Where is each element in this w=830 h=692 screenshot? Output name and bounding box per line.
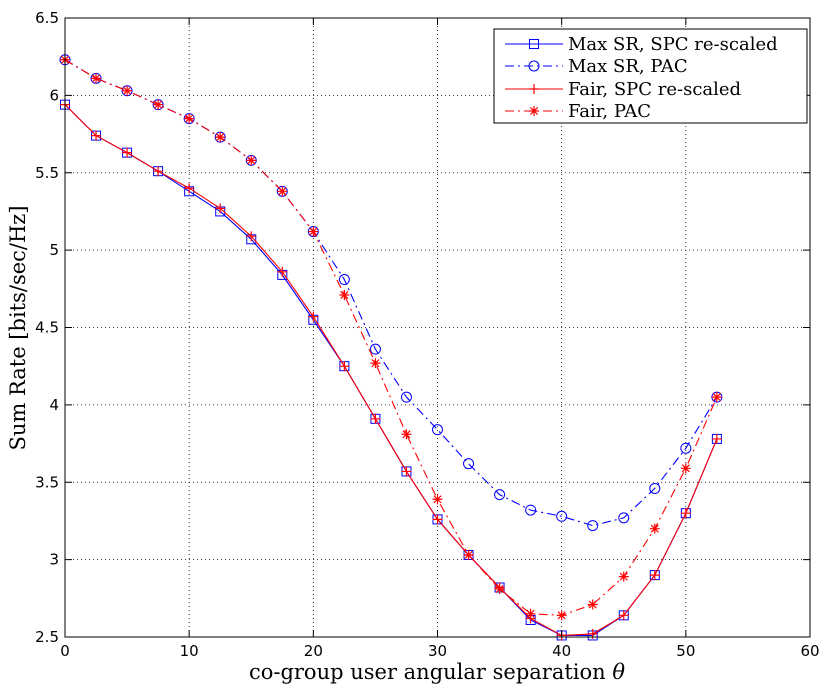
square-marker <box>529 39 539 49</box>
plus-marker <box>184 183 195 194</box>
asterisk-marker <box>215 132 226 143</box>
asterisk-marker <box>122 85 133 96</box>
asterisk-marker <box>618 571 629 582</box>
circle-marker <box>680 442 692 454</box>
legend-label: Max SR, SPC re-scaled <box>568 34 778 55</box>
circle-marker <box>400 391 412 403</box>
legend-label: Fair, SPC re-scaled <box>568 79 741 100</box>
series-layer <box>59 54 723 641</box>
plus-marker <box>529 84 539 94</box>
y-tick-label: 4 <box>49 396 59 414</box>
y-tick-label: 6.5 <box>35 9 59 27</box>
circle-marker <box>494 489 506 501</box>
plus-marker <box>339 361 350 372</box>
ticks <box>64 17 811 638</box>
plus-marker <box>308 311 319 322</box>
y-tick-label: 2.5 <box>35 628 59 646</box>
x-tick-label: 40 <box>552 642 571 660</box>
circle-marker <box>556 510 568 522</box>
y-tick-label: 5 <box>49 241 59 259</box>
y-tick-label: 4.5 <box>35 319 59 337</box>
y-tick-label: 5.5 <box>35 164 59 182</box>
y-tick-label: 3 <box>49 551 59 569</box>
asterisk-marker <box>277 186 288 197</box>
plus-marker <box>649 570 660 581</box>
legend-entry: Fair, SPC re-scaled <box>505 79 741 100</box>
circle-marker <box>525 504 537 516</box>
asterisk-marker <box>401 429 412 440</box>
x-tick-label: 10 <box>180 642 199 660</box>
legend-box <box>493 28 808 124</box>
asterisk-marker <box>711 392 722 403</box>
circle-marker <box>432 424 443 436</box>
series-line <box>64 59 718 616</box>
asterisk-marker <box>463 549 474 560</box>
asterisk-marker <box>308 226 319 237</box>
plus-marker <box>401 466 412 477</box>
plus-marker <box>91 130 102 141</box>
circle-marker <box>587 520 599 532</box>
asterisk-marker <box>184 113 195 124</box>
circle-marker <box>528 60 540 72</box>
series-line <box>64 104 718 637</box>
y-tick-label: 3.5 <box>35 473 59 491</box>
legend-entry: Max SR, PAC <box>505 56 688 77</box>
asterisk-marker <box>432 494 443 505</box>
x-tick-label: 30 <box>428 642 447 660</box>
y-axis-label: Sum Rate [bits/sec/Hz] <box>6 205 30 450</box>
series-fair-pac <box>60 54 722 621</box>
asterisk-marker <box>370 358 381 369</box>
plus-marker <box>277 266 288 277</box>
plus-marker <box>618 610 629 621</box>
plus-marker <box>153 166 164 177</box>
legend-label: Max SR, PAC <box>568 56 688 77</box>
x-tick-label: 50 <box>676 642 695 660</box>
asterisk-marker <box>680 463 691 474</box>
asterisk-marker <box>246 155 257 166</box>
legend-label: Fair, PAC <box>568 101 651 122</box>
asterisk-marker <box>525 608 536 619</box>
plus-marker <box>711 433 722 444</box>
plus-marker <box>215 203 226 214</box>
circle-marker <box>649 482 661 494</box>
x-axis-label: co-group user angular separation θ <box>249 660 625 684</box>
asterisk-marker <box>556 610 567 621</box>
circle-marker <box>338 274 350 286</box>
plus-marker <box>432 514 443 525</box>
asterisk-marker <box>153 99 164 110</box>
asterisk-marker <box>587 599 598 610</box>
x-tick-label: 20 <box>304 642 323 660</box>
x-tick-label: 60 <box>800 642 819 660</box>
y-tick-label: 6 <box>49 86 59 104</box>
plus-marker <box>680 508 691 519</box>
asterisk-marker <box>494 584 505 595</box>
asterisk-marker <box>529 106 539 116</box>
circle-marker <box>463 458 475 470</box>
plus-marker <box>122 147 133 158</box>
tick-labels: 0 10 20 30 40 50 60 2.5 3 3.5 4 4.5 5 5.5 6 6.5 <box>35 9 819 660</box>
circle-marker <box>618 512 630 524</box>
plus-marker <box>370 413 381 424</box>
legend-entry: Fair, PAC <box>505 101 651 122</box>
asterisk-marker <box>339 290 350 301</box>
legend-entry: Max SR, SPC re-scaled <box>505 34 778 55</box>
plus-marker <box>246 231 257 242</box>
asterisk-marker <box>649 523 660 534</box>
circle-marker <box>369 343 381 355</box>
asterisk-marker <box>91 73 102 84</box>
x-tick-label: 0 <box>60 642 70 660</box>
